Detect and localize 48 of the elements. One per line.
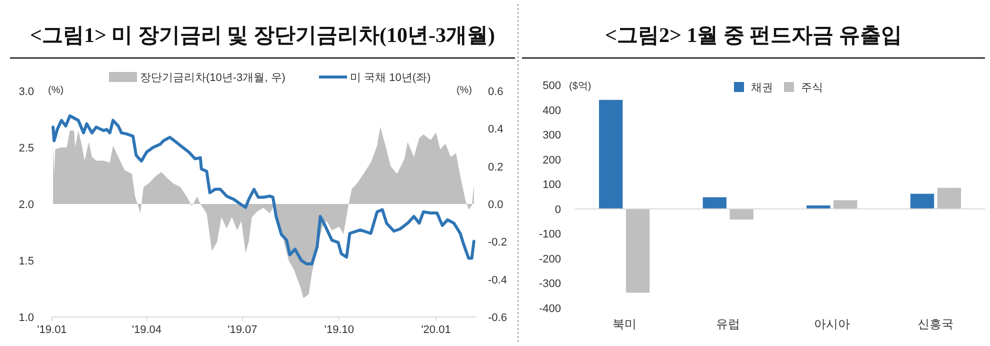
- line-series: [52, 114, 476, 266]
- x-tick-label: 북미: [612, 317, 636, 331]
- y-tick-label: 3.0: [18, 86, 34, 98]
- bar: [834, 200, 858, 209]
- y2-tick-label: 0.4: [488, 124, 504, 136]
- x-tick-label: 아시아: [814, 317, 850, 331]
- y-tick-label: 1.5: [18, 256, 34, 268]
- y-axis-title: (%): [48, 85, 64, 96]
- y-tick-label: 400: [542, 104, 561, 117]
- legend-label: 미 국채 10년(좌): [350, 72, 431, 84]
- y-tick-label: 500: [542, 80, 561, 92]
- y-tick-label: 2.5: [18, 142, 34, 154]
- x-tick-label: '20.01: [421, 324, 451, 336]
- y-tick-label: -400: [538, 303, 561, 315]
- y-tick-label: 200: [542, 154, 561, 166]
- bar: [910, 194, 934, 209]
- x-tick-label: 신흥국: [918, 317, 954, 331]
- x-tick-label: 유럽: [716, 317, 740, 331]
- bar: [598, 100, 623, 209]
- y2-tick-label: 0.0: [488, 199, 504, 211]
- x-tick-label: '19.07: [228, 324, 258, 336]
- x-tick-label: '19.10: [324, 324, 354, 336]
- x-tick-label: '19.01: [37, 324, 67, 336]
- chart-title: <그림1> 미 장기금리 및 장단기금리차(10년-3개월): [30, 23, 495, 47]
- bar: [730, 208, 754, 220]
- y-tick-label: 100: [542, 179, 561, 192]
- bar: [937, 188, 962, 209]
- bar: [626, 208, 650, 293]
- y-tick-label: -200: [538, 253, 561, 266]
- y2-axis-title: (%): [456, 85, 472, 96]
- y-tick-label: 1.0: [18, 312, 34, 324]
- bar: [702, 197, 726, 209]
- y2-tick-label: -0.2: [488, 236, 507, 249]
- y-tick-label: -300: [538, 278, 561, 290]
- x-tick-label: '19.04: [132, 324, 162, 336]
- y-tick-label: 0: [554, 204, 561, 216]
- y2-tick-label: -0.6: [488, 312, 507, 324]
- y-axis-title: ($억): [569, 81, 592, 92]
- legend-label: 채권: [751, 82, 773, 94]
- y2-tick-label: -0.4: [488, 274, 507, 286]
- y-tick-label: 300: [542, 130, 561, 142]
- legend-label: 장단기금리차(10년-3개월, 우): [140, 72, 286, 84]
- y-tick-label: 2.0: [18, 199, 34, 211]
- legend-label: 주식: [801, 82, 823, 94]
- chart-title: <그림2> 1월 중 펀드자금 유출입: [605, 23, 902, 47]
- y2-tick-label: 0.2: [488, 161, 504, 174]
- y-tick-label: -100: [538, 228, 561, 241]
- y2-tick-label: 0.6: [488, 86, 504, 98]
